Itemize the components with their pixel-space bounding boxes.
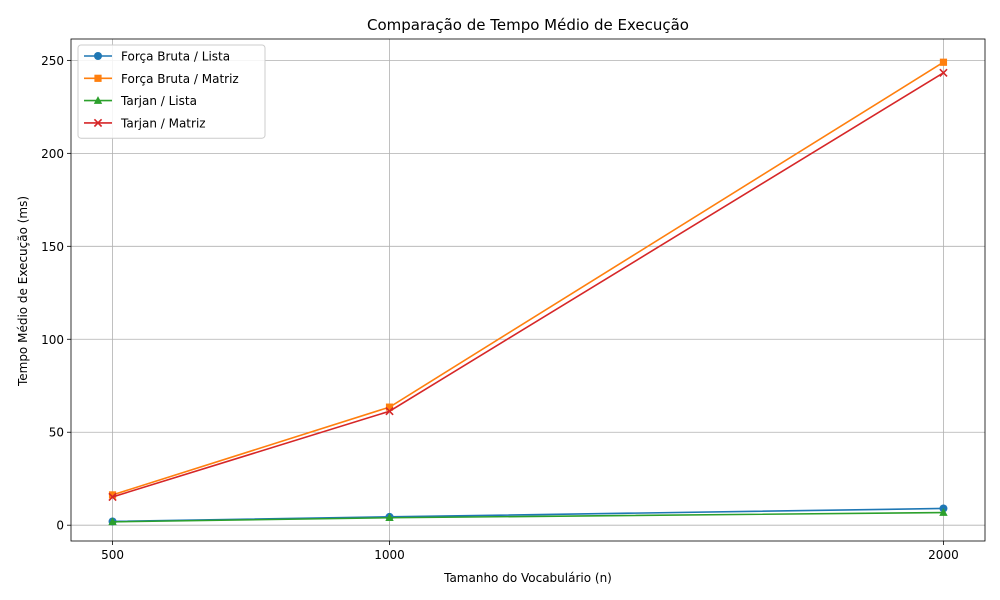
series-layer	[108, 58, 948, 526]
legend-swatch-marker	[94, 74, 102, 82]
x-axis-label: Tamanho do Vocabulário (n)	[443, 571, 612, 585]
data-point	[939, 58, 948, 66]
y-tick-label: 0	[56, 519, 64, 533]
legend: Força Bruta / Lista Força Bruta / Matriz T…	[77, 44, 266, 139]
series-1	[108, 504, 948, 526]
data-point	[939, 508, 948, 516]
legend-label: Força Bruta / Matriz	[121, 72, 239, 86]
data-point	[108, 491, 117, 499]
chart-title: Comparação de Tempo Médio de Execução	[367, 16, 689, 34]
data-point	[108, 517, 117, 526]
legend-box	[77, 44, 266, 139]
ticks: 500 1000 2000 0 50 100 150 200 250	[41, 54, 959, 562]
grid	[71, 39, 985, 541]
x-tick-label: 500	[101, 548, 124, 562]
data-point	[939, 68, 948, 78]
y-tick-label: 100	[41, 333, 64, 347]
plot-frame	[70, 38, 986, 542]
legend-entry: Força Bruta / Matriz	[84, 72, 239, 86]
legend-swatch-marker	[93, 118, 103, 128]
legend-label: Tarjan / Matriz	[120, 116, 206, 130]
x-tick-label: 1000	[374, 548, 405, 562]
series-3	[108, 508, 948, 526]
y-tick-label: 150	[41, 240, 64, 254]
y-axis-label: Tempo Médio de Execução (ms)	[16, 196, 30, 387]
data-point	[385, 403, 394, 411]
data-point	[108, 492, 117, 502]
y-tick-label: 200	[41, 147, 64, 161]
data-point	[385, 407, 394, 416]
series-2	[108, 58, 948, 499]
legend-swatch-marker	[94, 52, 102, 60]
y-tick-label: 250	[41, 54, 64, 68]
legend-label: Força Bruta / Lista	[121, 50, 230, 64]
legend-swatch-marker	[93, 96, 103, 104]
x-tick-label: 2000	[928, 548, 959, 562]
legend-entry: Força Bruta / Lista	[84, 50, 230, 64]
legend-entry: Tarjan / Matriz	[84, 116, 206, 130]
y-tick-label: 50	[49, 426, 64, 440]
legend-entry: Tarjan / Lista	[84, 94, 197, 108]
series-4	[108, 68, 948, 502]
data-point	[385, 513, 394, 522]
legend-label: Tarjan / Lista	[120, 94, 197, 108]
